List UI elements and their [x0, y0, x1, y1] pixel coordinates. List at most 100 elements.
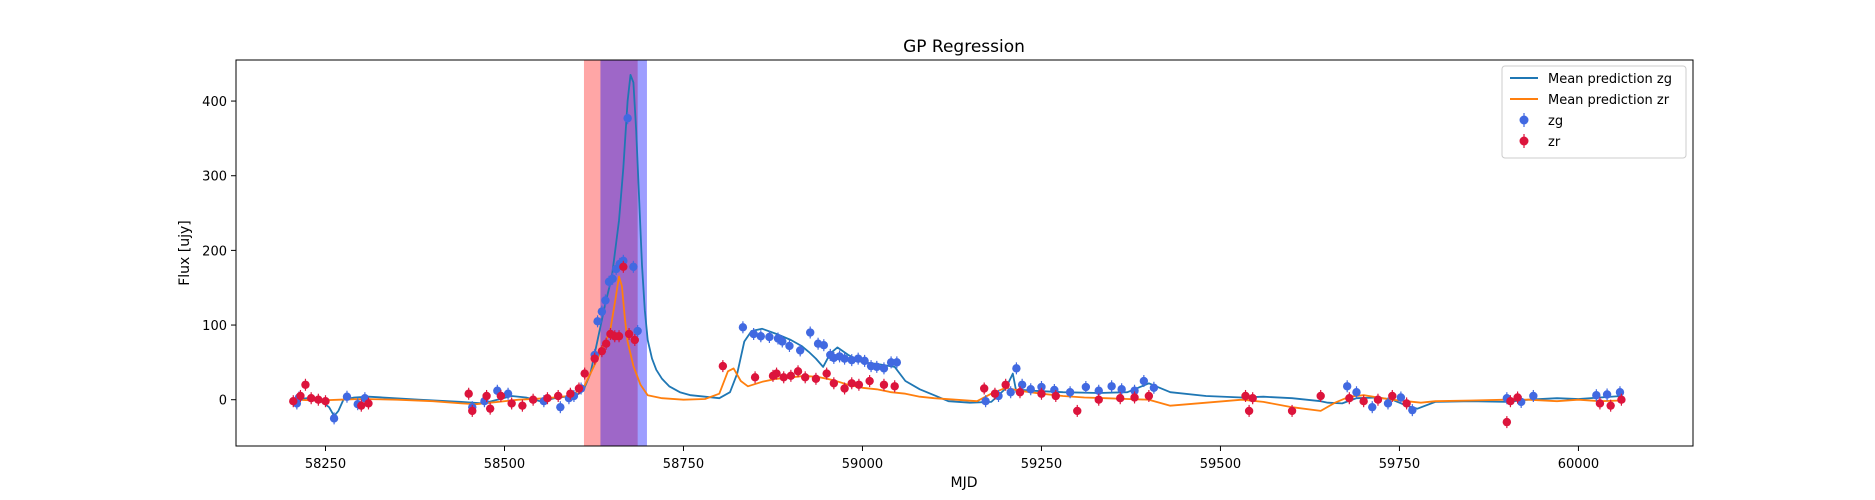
- series-4-point: [528, 395, 538, 404]
- y-tick-label: 100: [202, 319, 227, 334]
- series-4-point: [786, 371, 796, 381]
- series-4-point: [314, 395, 323, 404]
- series-4-point: [1506, 397, 1515, 406]
- series-3-point: [593, 317, 602, 326]
- y-tick-label: 300: [202, 170, 227, 185]
- series-4-point: [865, 376, 874, 386]
- series-3-point: [1006, 388, 1015, 397]
- series-3-point: [1081, 382, 1091, 392]
- series-4-point: [990, 389, 1000, 398]
- series-3-point: [1383, 399, 1393, 408]
- series-4-point: [847, 379, 856, 388]
- series-3-point: [1107, 382, 1116, 391]
- series-4-point: [601, 339, 611, 348]
- y-tick-label: 200: [202, 244, 227, 259]
- series-4-point: [364, 399, 373, 408]
- series-3-point: [601, 296, 610, 305]
- series-4-point: [779, 373, 788, 382]
- series-3-point: [765, 332, 774, 342]
- series-4-point: [553, 391, 563, 401]
- observation-points: [289, 112, 1626, 429]
- series-4-point: [574, 384, 584, 393]
- legend-label: zr: [1548, 135, 1561, 150]
- series-4-point: [811, 374, 821, 384]
- y-axis-ticks: 0 100 200 300 400: [202, 95, 236, 409]
- series-3-point: [633, 326, 642, 336]
- series-4-point: [718, 361, 728, 371]
- series-3-point: [1117, 385, 1126, 394]
- series-4-point: [518, 401, 527, 410]
- series-3-point: [840, 354, 849, 363]
- plot-frame: [235, 59, 1694, 447]
- series-4-point: [1287, 406, 1297, 416]
- series-4-point: [321, 397, 330, 406]
- series-4-point: [468, 406, 477, 416]
- series-4-point: [306, 394, 316, 403]
- series-4-point: [979, 384, 989, 393]
- series-4-point: [296, 391, 305, 401]
- series-4-point: [829, 379, 839, 388]
- series-3-point: [981, 397, 990, 406]
- series-4-point: [1345, 394, 1354, 403]
- series-4-point: [482, 391, 491, 401]
- chart-title: GP Regression: [903, 37, 1025, 57]
- series-4-point: [1373, 395, 1383, 404]
- x-tick-label: 59250: [1021, 457, 1062, 472]
- series-3-point: [1139, 376, 1149, 386]
- series-3-point: [879, 364, 889, 373]
- series-3-point: [1396, 393, 1406, 402]
- series-3-point: [329, 414, 339, 423]
- series-4-point: [1073, 406, 1082, 416]
- series-4-point: [1248, 394, 1257, 403]
- series-3-point: [556, 402, 565, 412]
- series-4-point: [630, 335, 639, 345]
- series-4-point: [580, 369, 589, 378]
- series-3-point: [1012, 364, 1021, 373]
- series-3-point: [872, 362, 881, 372]
- series-3-point: [1065, 388, 1075, 397]
- series-4-point: [1244, 406, 1254, 416]
- series-3-point: [785, 341, 794, 351]
- series-4-point: [590, 354, 599, 363]
- legend-label: zg: [1548, 114, 1563, 129]
- series-3-point: [342, 392, 352, 401]
- series-3-point: [597, 307, 607, 316]
- series-4-point: [1617, 395, 1626, 404]
- series-4-point: [357, 401, 366, 410]
- series-4-point: [624, 329, 634, 339]
- x-tick-label: 59750: [1379, 457, 1420, 472]
- series-4-point: [890, 382, 899, 391]
- series-4-point: [854, 380, 864, 389]
- series-3-point: [1149, 383, 1159, 392]
- series-4-point: [496, 391, 506, 401]
- series-4-point: [1037, 389, 1046, 398]
- legend-swatch: [1519, 136, 1529, 146]
- series-4-point: [289, 397, 298, 406]
- series-3-point: [623, 114, 632, 123]
- series-3-point: [738, 323, 748, 332]
- series-3-point: [847, 355, 856, 365]
- legend-label: Mean prediction zg: [1548, 72, 1672, 87]
- x-tick-label: 58500: [484, 457, 525, 472]
- series-4-point: [566, 389, 575, 398]
- series-4-point: [793, 367, 803, 376]
- series-4-point: [1595, 399, 1605, 408]
- series-4-point: [543, 394, 552, 403]
- series-4-point: [1015, 388, 1025, 397]
- series-3-point: [629, 262, 638, 272]
- series-3-point: [1352, 388, 1361, 397]
- series-3-point: [1342, 382, 1352, 391]
- series-4-point: [507, 399, 516, 408]
- series-4-point: [485, 404, 495, 413]
- series-3-point: [778, 337, 787, 346]
- series-4-point: [1606, 401, 1615, 410]
- series-4-point: [1241, 391, 1250, 401]
- series-4-point: [1502, 417, 1512, 427]
- series-3-point: [749, 329, 758, 339]
- x-tick-label: 59000: [842, 457, 883, 472]
- legend-label: Mean prediction zr: [1548, 93, 1670, 108]
- y-axis-label: Flux [ujy]: [177, 220, 193, 286]
- series-3-point: [795, 346, 805, 355]
- series-3-point: [608, 274, 617, 283]
